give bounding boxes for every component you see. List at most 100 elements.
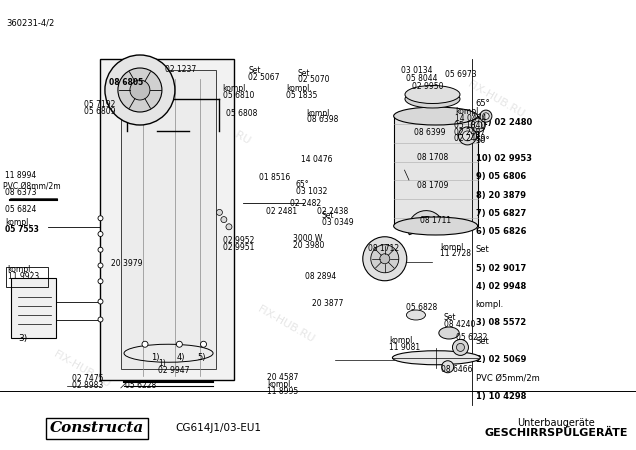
Text: 3000 W: 3000 W	[293, 234, 322, 243]
Circle shape	[176, 341, 183, 347]
Text: Set: Set	[476, 337, 490, 346]
Text: 05 6810: 05 6810	[223, 91, 254, 100]
Text: FIX-HUB.RU: FIX-HUB.RU	[256, 304, 317, 344]
Text: Constructa: Constructa	[50, 421, 144, 436]
Text: FIX-HUB.RU: FIX-HUB.RU	[192, 106, 253, 146]
Bar	[394, 116, 478, 226]
Text: 3): 3)	[18, 334, 27, 343]
Ellipse shape	[394, 217, 478, 235]
Text: 03 0134: 03 0134	[401, 66, 432, 75]
Text: kompl.: kompl.	[440, 243, 466, 252]
Text: 20 3980: 20 3980	[293, 240, 324, 249]
Circle shape	[442, 361, 453, 373]
Text: 50°: 50°	[476, 136, 490, 145]
Text: 08 6399: 08 6399	[414, 128, 446, 137]
Circle shape	[452, 339, 469, 356]
Text: FIX-HUB.RU: FIX-HUB.RU	[466, 79, 527, 119]
Text: GESCHIRRSPÜLGERÄTE: GESCHIRRSPÜLGERÄTE	[485, 428, 628, 438]
Text: 02 9950: 02 9950	[412, 82, 444, 91]
Circle shape	[142, 341, 148, 347]
Text: 11 8995: 11 8995	[267, 387, 298, 396]
Circle shape	[216, 209, 223, 216]
Text: Set: Set	[298, 68, 310, 77]
Circle shape	[380, 254, 390, 264]
Circle shape	[130, 80, 150, 100]
Text: 05 7192: 05 7192	[84, 100, 115, 109]
Ellipse shape	[406, 310, 425, 320]
Circle shape	[118, 68, 162, 112]
Text: 1): 1)	[151, 353, 160, 362]
Text: kompl.: kompl.	[389, 336, 415, 345]
Text: 02 2487: 02 2487	[454, 127, 485, 136]
Circle shape	[98, 231, 103, 237]
Text: 11 2728: 11 2728	[440, 249, 471, 258]
Ellipse shape	[405, 86, 460, 104]
Text: kompl.: kompl.	[267, 380, 293, 389]
Text: 02 9952: 02 9952	[223, 236, 254, 245]
Text: 02 2489: 02 2489	[454, 134, 485, 143]
Text: Set: Set	[322, 211, 335, 220]
Bar	[6, 267, 48, 287]
Text: 08 6805: 08 6805	[109, 77, 144, 86]
Text: PVC Ø5mm/2m: PVC Ø5mm/2m	[476, 373, 539, 382]
Text: 1) 10 4298: 1) 10 4298	[476, 392, 526, 400]
Text: 05 6228: 05 6228	[125, 381, 156, 390]
Text: Set: Set	[476, 246, 490, 255]
Text: 08 2894: 08 2894	[305, 272, 336, 281]
Circle shape	[98, 263, 103, 268]
Text: 65°: 65°	[296, 180, 309, 189]
Circle shape	[98, 279, 103, 284]
Text: Set: Set	[444, 313, 457, 322]
Text: 05 6824: 05 6824	[5, 204, 36, 213]
Text: kompl.: kompl.	[8, 265, 33, 274]
Text: kompl.: kompl.	[476, 300, 504, 309]
Text: 20 3877: 20 3877	[312, 299, 343, 308]
Text: 14 0474: 14 0474	[455, 113, 487, 122]
Text: 02 2438: 02 2438	[317, 207, 348, 216]
Text: 08 6398: 08 6398	[307, 115, 338, 124]
Ellipse shape	[405, 90, 460, 108]
Text: FIX-HUB.RU: FIX-HUB.RU	[402, 173, 463, 214]
Circle shape	[226, 224, 232, 230]
Bar	[100, 58, 234, 380]
Text: CG614J1/03-EU1: CG614J1/03-EU1	[175, 423, 261, 433]
Circle shape	[483, 113, 489, 119]
Text: 05 8044: 05 8044	[406, 74, 438, 83]
Circle shape	[480, 110, 492, 122]
Text: 6) 05 6826: 6) 05 6826	[476, 227, 526, 236]
Circle shape	[98, 317, 103, 322]
Text: 08 1712: 08 1712	[368, 244, 399, 253]
Text: 05 1835: 05 1835	[286, 91, 317, 100]
Ellipse shape	[392, 351, 480, 365]
Circle shape	[98, 216, 103, 221]
Text: 08 6466: 08 6466	[441, 365, 473, 374]
Text: kompl.: kompl.	[307, 108, 332, 117]
Text: FIX-HUB.RU: FIX-HUB.RU	[52, 349, 113, 389]
Text: 8) 20 3879: 8) 20 3879	[476, 191, 526, 200]
Circle shape	[363, 237, 407, 281]
Text: kompl.: kompl.	[286, 84, 312, 93]
Text: 14 0476: 14 0476	[301, 155, 333, 164]
Text: 65°: 65°	[476, 99, 490, 108]
Text: 4): 4)	[177, 353, 185, 362]
Circle shape	[371, 245, 399, 273]
Text: 02 9947: 02 9947	[158, 365, 190, 374]
Text: 11 8994: 11 8994	[5, 171, 36, 180]
Text: 05 6232: 05 6232	[456, 333, 487, 342]
Text: 03 0349: 03 0349	[322, 218, 354, 227]
Text: 05 1840: 05 1840	[454, 121, 485, 130]
Text: 3) 08 5572: 3) 08 5572	[476, 319, 526, 328]
Text: 08 1711: 08 1711	[420, 216, 451, 225]
Text: 02 2481: 02 2481	[266, 207, 297, 216]
Circle shape	[221, 216, 227, 223]
Text: kompl.: kompl.	[5, 218, 31, 227]
Text: 11 9923: 11 9923	[8, 272, 39, 281]
Text: PVC Ø8mm/2m: PVC Ø8mm/2m	[3, 181, 61, 190]
Text: FIX-HUB.RU: FIX-HUB.RU	[109, 241, 170, 281]
Text: 01 8516: 01 8516	[259, 173, 291, 182]
Ellipse shape	[394, 107, 478, 125]
Text: 05 6973: 05 6973	[445, 70, 477, 79]
Circle shape	[98, 247, 103, 252]
Text: 1): 1)	[158, 359, 165, 368]
Text: 08 6373: 08 6373	[5, 188, 37, 197]
